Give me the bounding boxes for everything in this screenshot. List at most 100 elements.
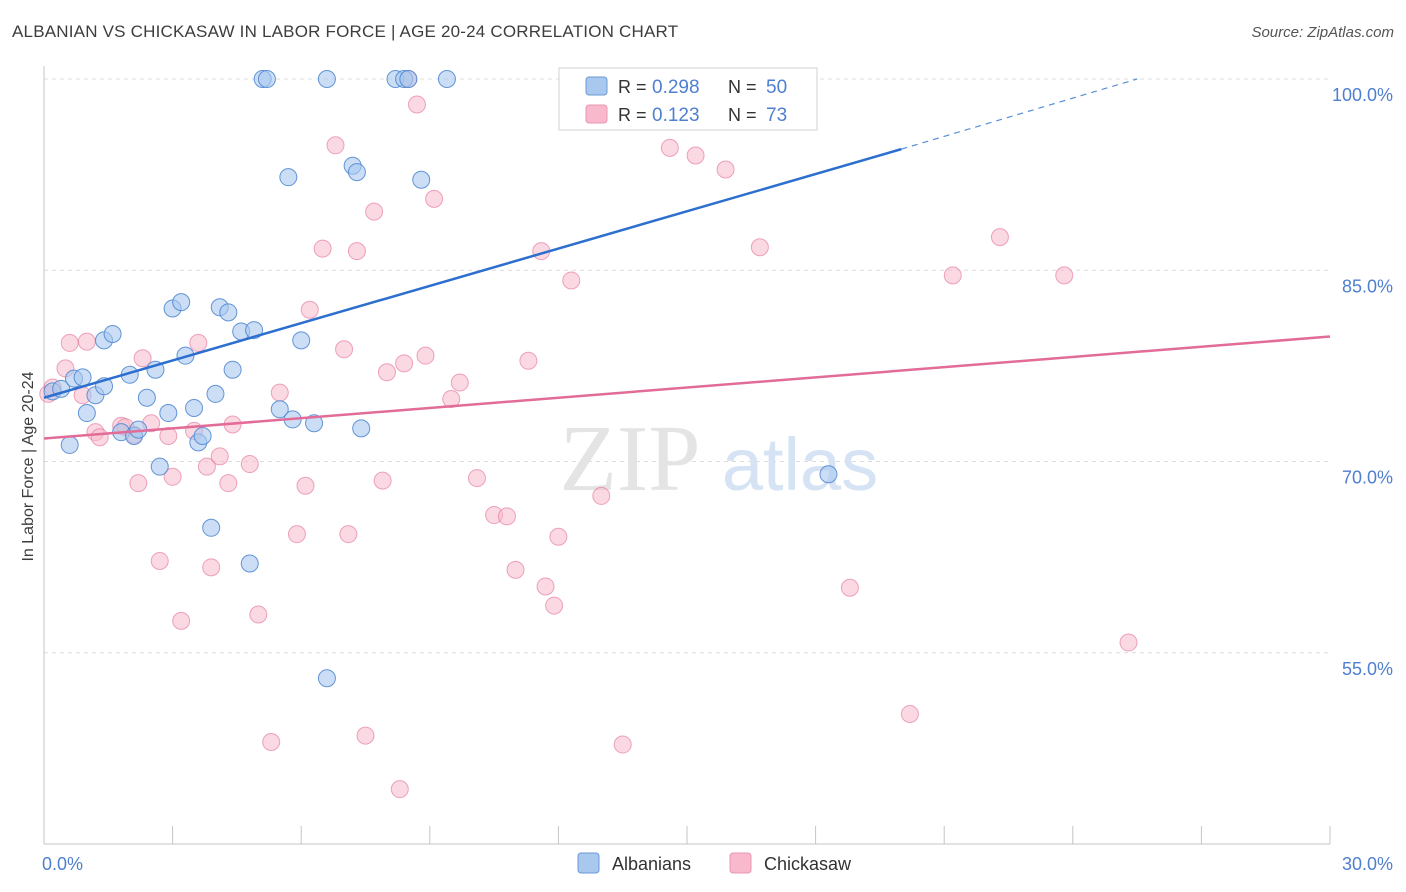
- albanians-point: [352, 419, 371, 438]
- chickasaw-point: [750, 238, 769, 257]
- chickasaw-point: [189, 333, 208, 352]
- chickasaw-point: [442, 390, 461, 409]
- chickasaw-point: [347, 242, 366, 261]
- albanians-point: [137, 388, 156, 407]
- chickasaw-point: [335, 340, 354, 359]
- bottom-legend-label: Chickasaw: [764, 854, 852, 874]
- chickasaw-point: [197, 457, 216, 476]
- chickasaw-point: [686, 146, 705, 165]
- bottom-legend-swatch: [729, 852, 752, 874]
- albanians-point: [172, 293, 191, 312]
- chickasaw-point: [549, 527, 568, 546]
- watermark-zip: ZIP: [560, 407, 701, 511]
- chickasaw-point: [296, 476, 315, 495]
- chickasaw-point: [339, 525, 358, 544]
- bottom-legend-swatch: [577, 852, 600, 874]
- chickasaw-point: [365, 202, 384, 221]
- chickasaw-point: [536, 577, 555, 596]
- chickasaw-point: [416, 346, 435, 365]
- albanians-point: [279, 168, 298, 187]
- chickasaw-point: [202, 558, 221, 577]
- x-tick-label: 30.0%: [1342, 854, 1393, 874]
- chickasaw-point: [240, 455, 259, 474]
- chickasaw-point: [249, 605, 268, 624]
- chickasaw-point: [425, 189, 444, 208]
- stats-r-value: 0.123: [652, 105, 700, 126]
- chickasaw-trend-line: [43, 335, 1331, 440]
- chickasaw-point: [60, 333, 79, 352]
- albanians-point: [193, 427, 212, 445]
- stats-r-value: 0.298: [652, 77, 700, 98]
- albanians-trend-line: [43, 147, 902, 399]
- albanians-point: [292, 331, 311, 350]
- chickasaw-point: [1055, 266, 1074, 285]
- albanians-point: [819, 465, 838, 484]
- chickasaw-point: [506, 560, 525, 579]
- albanians-point: [317, 669, 336, 688]
- stats-legend-swatch: [585, 104, 608, 124]
- albanians-point: [437, 70, 456, 88]
- y-tick-label: 55.0%: [1342, 659, 1393, 679]
- albanians-point: [103, 325, 122, 343]
- chickasaw-point: [613, 735, 632, 754]
- chickasaw-point: [300, 300, 319, 319]
- albanians-point: [270, 400, 289, 419]
- chart-title: ALBANIAN VS CHICKASAW IN LABOR FORCE | A…: [12, 22, 679, 41]
- chickasaw-point: [900, 704, 919, 723]
- y-tick-label: 85.0%: [1342, 276, 1393, 296]
- stats-legend-swatch: [585, 76, 608, 96]
- watermark-atlas: atlas: [722, 423, 878, 506]
- stats-n-label: N =: [728, 105, 757, 125]
- chickasaw-point: [150, 551, 169, 570]
- chickasaw-point: [467, 469, 486, 488]
- chickasaw-point: [840, 578, 859, 597]
- chickasaw-point: [407, 95, 426, 114]
- albanians-point: [305, 414, 324, 433]
- chickasaw-point: [660, 138, 679, 157]
- chickasaw-point: [497, 507, 516, 526]
- chickasaw-point: [450, 373, 469, 392]
- albanians-point: [317, 70, 336, 88]
- chickasaw-point: [943, 266, 962, 285]
- chickasaw-point: [129, 474, 148, 493]
- chickasaw-point: [163, 467, 182, 486]
- chickasaw-point: [716, 160, 735, 179]
- chickasaw-point: [270, 383, 289, 402]
- albanians-point: [240, 554, 259, 573]
- chickasaw-point: [77, 332, 96, 351]
- albanians-point: [223, 360, 242, 379]
- albanians-point: [60, 435, 79, 454]
- albanians-point: [399, 70, 418, 88]
- albanians-point: [150, 457, 169, 476]
- source-credit: Source: ZipAtlas.com: [1251, 24, 1394, 41]
- albanians-point: [219, 303, 238, 322]
- albanians-point: [206, 384, 225, 403]
- chickasaw-point: [990, 228, 1009, 247]
- albanians-point: [159, 404, 178, 423]
- chickasaw-point: [90, 428, 109, 447]
- albanians-point: [202, 518, 221, 537]
- chickasaw-point: [172, 611, 191, 630]
- chickasaw-point: [377, 363, 396, 382]
- y-axis-label: In Labor Force | Age 20-24: [20, 371, 37, 561]
- chickasaw-point: [326, 136, 345, 155]
- albanians-point: [77, 404, 96, 423]
- stats-n-label: N =: [728, 77, 757, 97]
- stats-n-value: 73: [766, 105, 787, 126]
- stats-r-label: R =: [618, 105, 647, 125]
- chickasaw-point: [390, 780, 409, 799]
- chickasaw-point: [519, 351, 538, 370]
- albanians-point: [347, 163, 366, 182]
- albanians-point: [185, 398, 204, 417]
- chickasaw-point: [592, 486, 611, 505]
- chickasaw-point: [262, 733, 281, 751]
- stats-n-value: 50: [766, 77, 787, 98]
- albanians-point: [412, 170, 431, 189]
- chickasaw-point: [545, 596, 564, 615]
- chickasaw-point: [210, 447, 229, 466]
- y-tick-label: 100.0%: [1332, 85, 1393, 105]
- chickasaw-point: [133, 349, 152, 368]
- stats-r-label: R =: [618, 77, 647, 97]
- chickasaw-point: [219, 474, 238, 493]
